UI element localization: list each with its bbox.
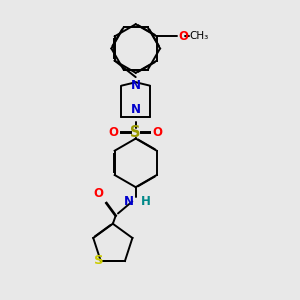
Text: CH₃: CH₃: [190, 32, 209, 41]
Text: H: H: [141, 195, 151, 208]
Text: O: O: [153, 126, 163, 139]
Text: O: O: [178, 30, 188, 43]
Text: N: N: [124, 195, 134, 208]
Text: N: N: [131, 103, 141, 116]
Text: S: S: [94, 254, 104, 268]
Text: S: S: [130, 125, 141, 140]
Text: N: N: [131, 79, 141, 92]
Text: O: O: [93, 187, 103, 200]
Text: O: O: [109, 126, 118, 139]
